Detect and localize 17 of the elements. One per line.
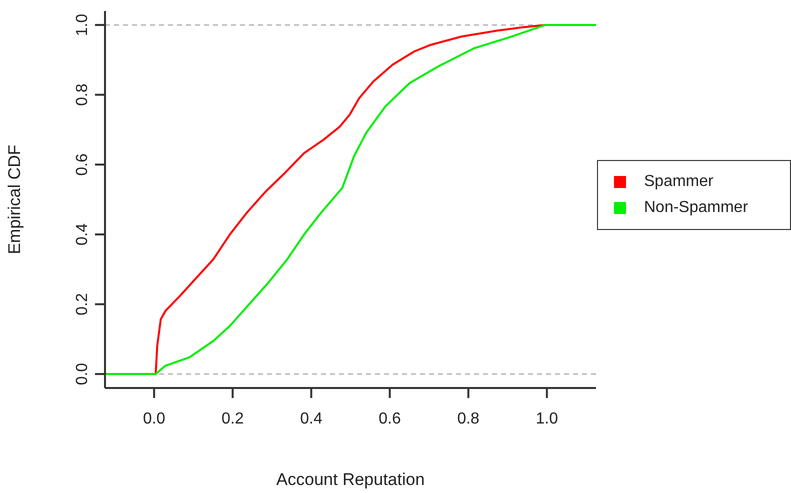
y-axis-title: Empirical CDF [5, 144, 24, 254]
y-tick-label: 1.0 [74, 14, 91, 36]
y-tick-label: 0.6 [74, 153, 91, 176]
y-tick-label: 0.0 [74, 362, 91, 386]
x-tick-label: 0.0 [142, 410, 166, 428]
x-tick-label: 0.8 [457, 410, 480, 428]
x-tick-label: 0.4 [300, 410, 322, 428]
x-tick-label: 0.6 [378, 410, 401, 428]
legend-label: Non-Spammer [644, 199, 748, 217]
x-tick-label: 0.2 [222, 410, 244, 428]
x-axis-title: Account Reputation [276, 470, 425, 489]
line-series [105, 24, 596, 376]
legend-label: Spammer [644, 173, 714, 191]
x-tick-label: 1.0 [536, 410, 558, 428]
y-tick-label: 0.8 [74, 84, 91, 106]
y-tick-label: 0.2 [74, 293, 91, 316]
y-tick-label: 0.4 [74, 223, 91, 246]
